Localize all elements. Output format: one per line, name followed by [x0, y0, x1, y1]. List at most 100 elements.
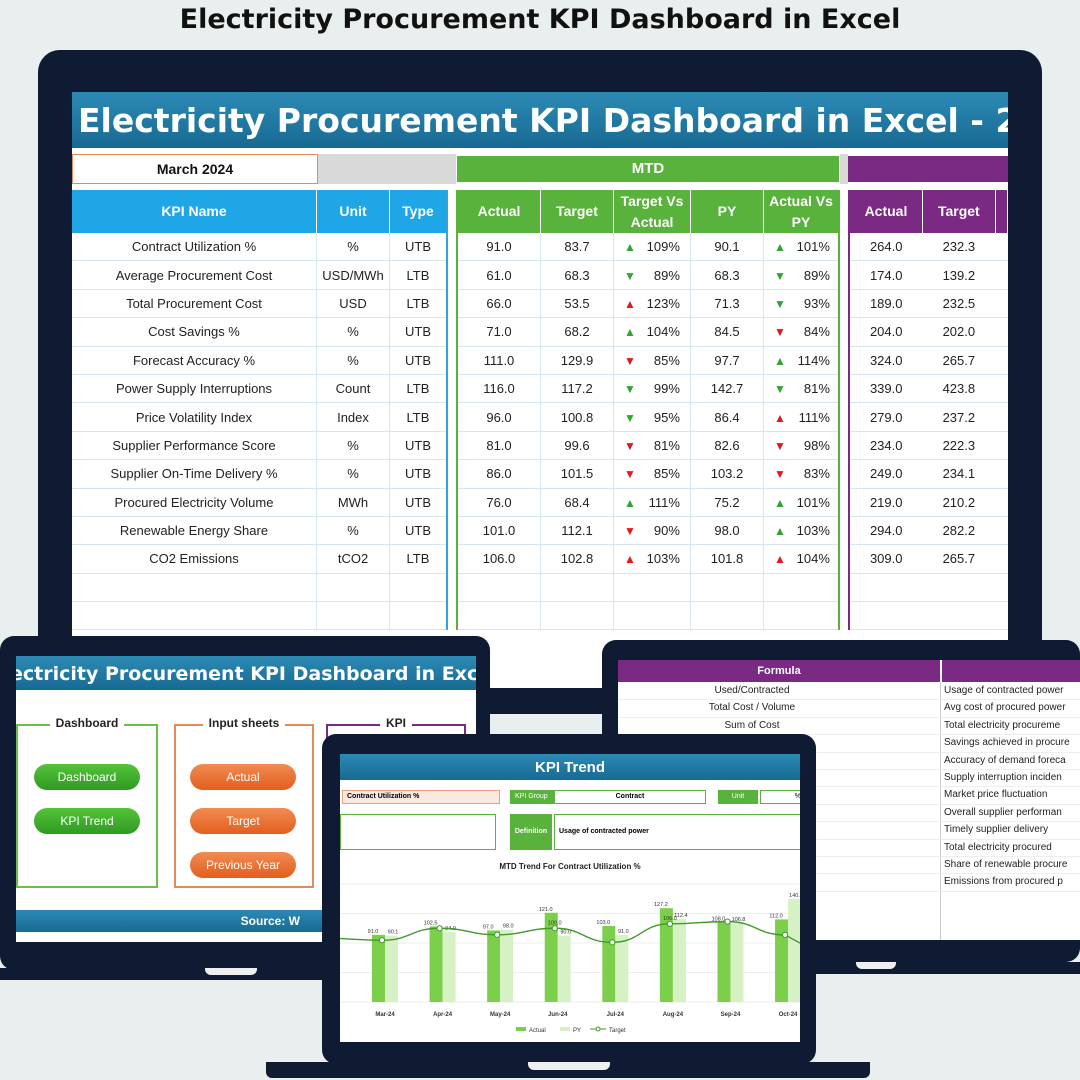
actual-vs-py-cell-value: 93%	[803, 295, 830, 311]
triangle-down-icon: ▼	[774, 467, 786, 482]
py-bar	[730, 923, 744, 1002]
unit-cell: %	[316, 431, 390, 461]
definition-label: Definition	[510, 814, 552, 850]
kpi-trend-button[interactable]: KPI Trend	[34, 808, 140, 834]
legend-py-label: PY	[573, 1028, 581, 1034]
table-row	[849, 601, 1008, 631]
ytd-actual-cell: 174.0	[849, 260, 923, 290]
type-cell: UTB	[389, 346, 448, 375]
actual-vs-py-cell-value: 101%	[796, 494, 830, 510]
table-row	[849, 573, 1008, 603]
ytd-more-cell	[995, 346, 1008, 375]
type-cell: LTB	[389, 260, 448, 290]
ytd-more-cell	[995, 459, 1008, 489]
actual-vs-py-cell-value: 89%	[803, 267, 830, 283]
table-row: Cost Savings %% UTB	[72, 317, 448, 347]
actual-vs-py-cell: ▲ 103%	[763, 516, 840, 546]
mtd-target-cell: 68.3	[540, 260, 614, 290]
empty-cell	[849, 601, 923, 631]
dashboard-button[interactable]: Dashboard	[34, 764, 140, 790]
py-data-label: 98.0	[503, 924, 514, 930]
kpi-name-cell: Average Procurement Cost	[72, 260, 317, 290]
unit-cell: USD/MWh	[316, 260, 390, 290]
description-cell: Total electricity procureme	[944, 719, 1061, 731]
mtd-target-cell: 68.2	[540, 317, 614, 347]
target-vs-actual-cell-value: 123%	[646, 295, 680, 311]
ytd-more-cell	[995, 289, 1008, 319]
mtd-py-cell: 90.1	[690, 233, 764, 262]
ytd-more-cell	[995, 544, 1008, 574]
dashboard-group: Dashboard Dashboard KPI Trend	[16, 716, 158, 888]
mtd-py-cell: 75.2	[690, 488, 764, 517]
description-cell: Timely supplier delivery	[944, 824, 1049, 836]
actual-vs-py-cell-value: 103%	[796, 523, 830, 539]
type-cell: LTB	[389, 289, 448, 319]
table-row: 96.0 100.8 ▼ 95% 86.4 ▲ 111%	[457, 402, 840, 432]
legend-target-marker	[595, 1026, 601, 1032]
type-cell: UTB	[389, 516, 448, 546]
formula-row: Total electricity procured	[618, 839, 1080, 857]
ytd-more-cell	[995, 317, 1008, 347]
ytd-target-cell: 265.7	[922, 346, 996, 375]
mtd-target-cell: 112.1	[540, 516, 614, 546]
triangle-down-icon: ▼	[624, 410, 636, 425]
table-row: 66.0 53.5 ▲ 123% 71.3 ▼ 93%	[457, 289, 840, 319]
x-tick-label: Apr-24	[433, 1012, 453, 1018]
triangle-up-icon: ▲	[774, 410, 786, 425]
triangle-down-icon: ▼	[624, 353, 636, 368]
kpi-select-dropdown[interactable]: Contract Utilization %	[342, 790, 500, 804]
description-cell: Supply interruption inciden	[944, 772, 1062, 783]
empty-cell	[457, 601, 541, 631]
type-cell: UTB	[389, 488, 448, 517]
target-vs-actual-cell-value: 85%	[653, 466, 680, 482]
empty-cell	[72, 573, 317, 603]
target-vs-actual-cell-value: 103%	[646, 551, 680, 567]
actual-bar	[487, 930, 501, 1002]
triangle-down-icon: ▼	[624, 268, 636, 283]
ytd-target-cell: 265.7	[922, 544, 996, 574]
chart-title: MTD Trend For Contract Utilization %	[499, 862, 641, 871]
input-sheets-group-title: Input sheets	[176, 716, 312, 730]
header-divider	[940, 660, 942, 682]
mtd-py-cell: 68.3	[690, 260, 764, 290]
ytd-more-cell	[995, 374, 1008, 404]
actual-vs-py-cell-value: 83%	[803, 466, 830, 482]
month-selector[interactable]: March 2024	[72, 154, 318, 184]
empty-cell	[72, 601, 317, 631]
target-vs-actual-cell: ▼ 89%	[613, 260, 691, 290]
table-row: 61.0 68.3 ▼ 89% 68.3 ▼ 89%	[457, 260, 840, 290]
unit-cell: Count	[316, 374, 390, 404]
formula-row: Used/Contracted Usage of contracted power	[618, 682, 1080, 701]
actual-vs-py-cell: ▼ 93%	[763, 289, 840, 319]
empty-cell	[922, 601, 996, 631]
kpi-name-cell: Power Supply Interruptions	[72, 374, 317, 404]
target-marker	[436, 925, 443, 932]
actual-vs-py-cell-value: 114%	[797, 352, 830, 368]
target-vs-actual-cell: ▼ 85%	[613, 459, 691, 489]
mtd-actual-cell: 81.0	[457, 431, 541, 461]
mtd-py-cell: 82.6	[690, 431, 764, 461]
actual-vs-py-cell: ▼ 84%	[763, 317, 840, 347]
dashboard-group-title: Dashboard	[18, 716, 156, 730]
target-vs-actual-cell-value: 89%	[653, 267, 680, 283]
py-data-label: 112.4	[674, 913, 687, 919]
actual-sheet-button[interactable]: Actual	[190, 764, 296, 790]
table-row: 219.0 210.2	[849, 488, 1008, 517]
empty-cell	[316, 573, 390, 603]
legend-target-label: Target	[609, 1028, 626, 1034]
target-sheet-button[interactable]: Target	[190, 808, 296, 834]
description-cell: Share of renewable procure	[944, 859, 1068, 870]
ytd-target-cell: 222.3	[922, 431, 996, 461]
description-cell: Savings achieved in procure	[944, 737, 1070, 749]
nav-banner: ectricity Procurement KPI Dashboard in E…	[16, 656, 476, 690]
previous-year-sheet-button[interactable]: Previous Year	[190, 852, 296, 878]
ytd-actual-cell: 204.0	[849, 317, 923, 347]
table-row: 174.0 139.2	[849, 260, 1008, 290]
kpi-name-cell: Procured Electricity Volume	[72, 488, 317, 517]
actual-data-label: 108.0	[712, 916, 726, 922]
actual-bar	[659, 908, 673, 1002]
actual-vs-py-cell-value: 81%	[803, 381, 830, 397]
empty-cell	[316, 601, 390, 631]
mtd-target-cell: 99.6	[540, 431, 614, 461]
table-row: 76.0 68.4 ▲ 111% 75.2 ▲ 101%	[457, 488, 840, 517]
